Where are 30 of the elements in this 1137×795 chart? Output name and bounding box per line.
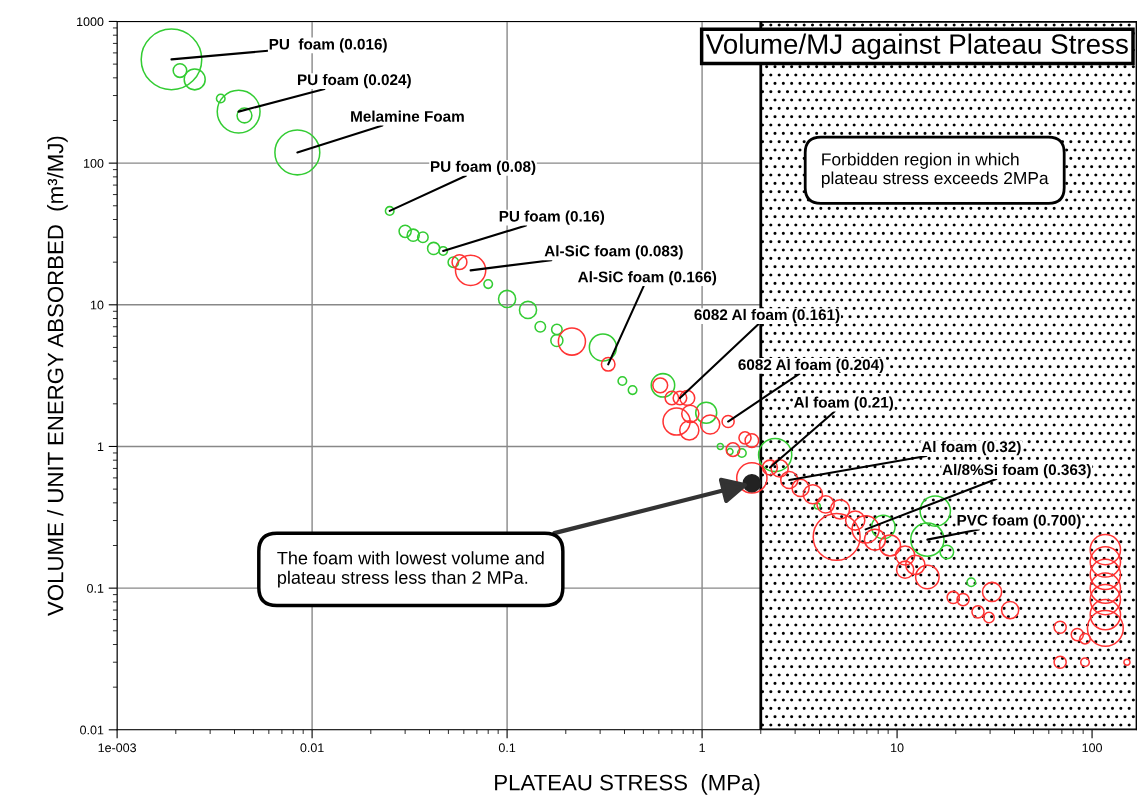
x-tick-label: 1e-003 (98, 743, 137, 753)
annotation: 6082 Al foam (0.161) (694, 308, 840, 324)
y-tick-label: 1 (97, 442, 104, 451)
y-tick-label: 1000 (77, 17, 104, 27)
y-tick-label: 10 (90, 300, 104, 310)
annotation: PU foam (0.024) (297, 73, 411, 89)
annotation: Al foam (0.32) (921, 440, 1021, 456)
annotation: Melamine Foam (351, 110, 464, 122)
x-tick-label: 1 (699, 743, 705, 753)
annotation: Al/8%Si foam (0.363) (942, 463, 1091, 479)
y-tick-label: 100 (84, 158, 104, 168)
annotation: Al foam (0.21) (793, 396, 894, 411)
x-tick-label: 0.01 (300, 743, 324, 753)
x-tick-label: 100 (1082, 743, 1102, 753)
y-tick-label: 0.01 (80, 725, 104, 735)
band-label: Forbidden region in which plateau stress exceeds 2MPa (821, 152, 1049, 188)
annotation: Al-SiC foam (0.083) (544, 245, 683, 260)
annotation: Al-SiC foam (0.166) (578, 271, 717, 286)
x-tick-label: 0.1 (498, 743, 516, 753)
annotation: PU foam (0.016) (269, 38, 387, 53)
y-tick-label: 0.1 (87, 583, 104, 593)
chart-title: Volume/MJ against Plateau Stress (705, 33, 1128, 60)
annotation: PU foam (0.08) (431, 160, 536, 175)
annotation: 6082 Al foam (0.204) (738, 358, 884, 374)
annotation: PU foam (0.16) (499, 210, 605, 225)
x-tick-label: 10 (891, 743, 904, 753)
annotation: PVC foam (0.700) (957, 514, 1081, 529)
annotation: The foam with lowest volume and plateau stress less than 2 MPa. (277, 551, 544, 588)
y-axis-title: VOLUME / UNIT ENERGY ABSORBED (m³/MJ) (47, 136, 68, 616)
x-axis-title: PLATEAU STRESS (MPa) (495, 774, 760, 795)
